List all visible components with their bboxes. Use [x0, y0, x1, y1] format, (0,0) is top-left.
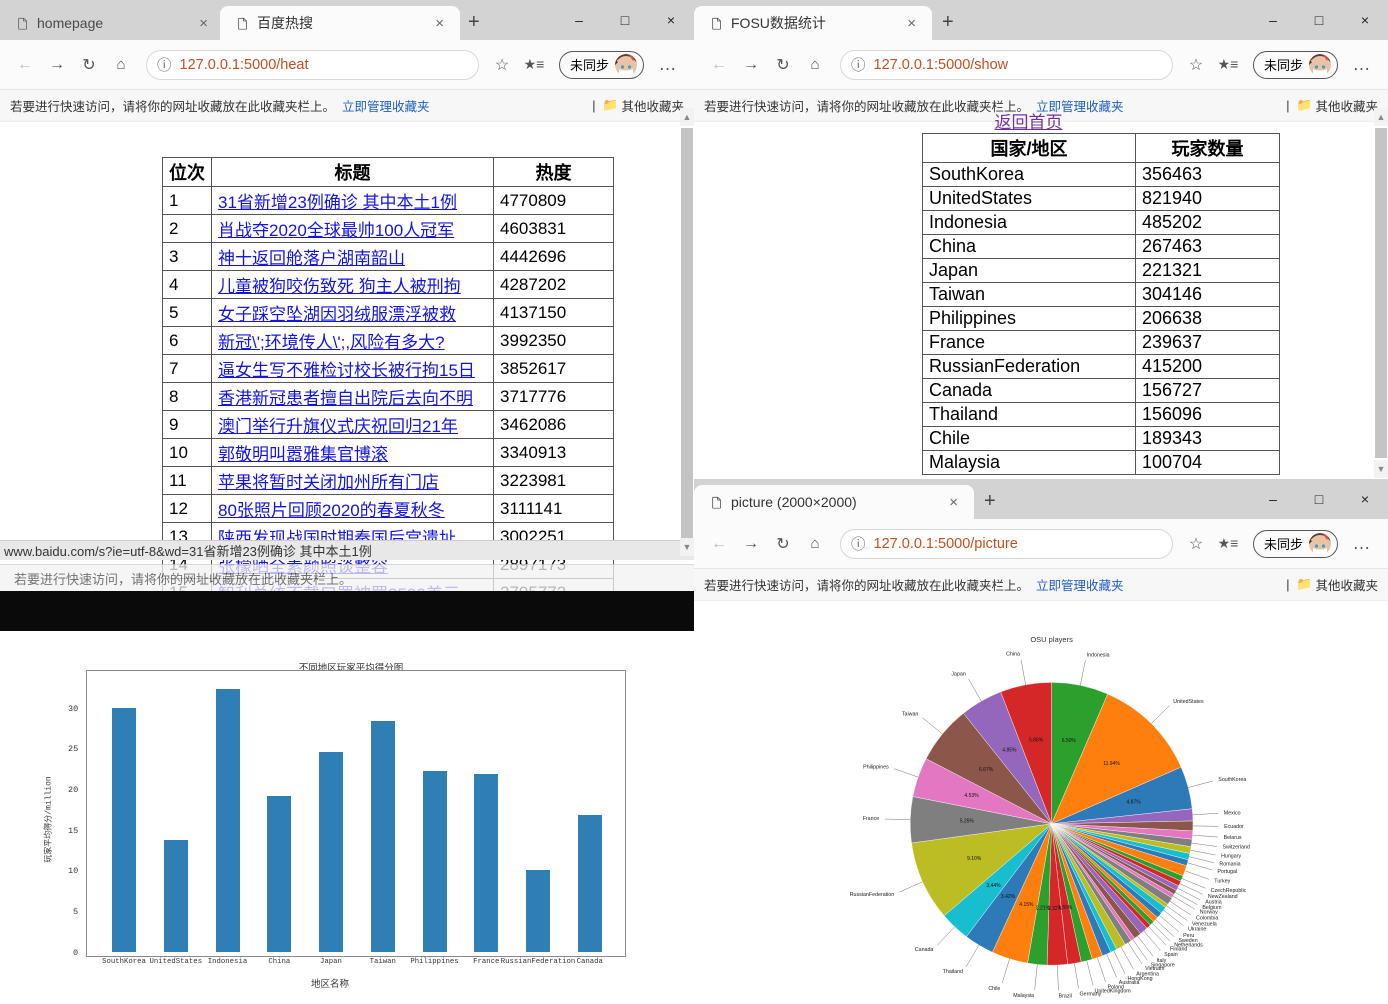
svg-text:Ecuador: Ecuador	[1224, 824, 1244, 830]
svg-text:Indonesia: Indonesia	[1087, 652, 1110, 658]
svg-text:11.94%: 11.94%	[1103, 761, 1120, 767]
svg-text:Belarus: Belarus	[1224, 835, 1242, 841]
svg-text:France: France	[863, 816, 880, 822]
svg-text:5.86%: 5.86%	[1029, 738, 1044, 744]
svg-text:6.50%: 6.50%	[1062, 738, 1077, 744]
svg-text:Mexico: Mexico	[1224, 810, 1241, 816]
svg-text:Spain: Spain	[1164, 952, 1178, 958]
svg-text:Brazil: Brazil	[1059, 994, 1072, 1000]
svg-text:Chile: Chile	[988, 986, 1000, 992]
svg-text:2.32%: 2.32%	[1048, 906, 1063, 912]
svg-text:3.42%: 3.42%	[1001, 894, 1016, 900]
svg-text:6.67%: 6.67%	[979, 767, 994, 773]
svg-text:Hungary: Hungary	[1221, 853, 1241, 859]
svg-text:OSU players: OSU players	[1030, 635, 1073, 644]
svg-text:9.10%: 9.10%	[967, 856, 982, 862]
svg-text:Japan: Japan	[951, 672, 965, 678]
svg-text:SouthKorea: SouthKorea	[1218, 777, 1246, 783]
svg-text:Canada: Canada	[915, 947, 934, 953]
svg-text:China: China	[1006, 652, 1020, 658]
svg-text:5.25%: 5.25%	[960, 819, 975, 825]
svg-text:2.21%: 2.21%	[1036, 906, 1051, 912]
svg-text:Ukraine: Ukraine	[1188, 927, 1206, 933]
svg-text:CzechRepublic: CzechRepublic	[1211, 888, 1247, 894]
svg-text:3.44%: 3.44%	[986, 883, 1001, 889]
svg-text:Turkey: Turkey	[1214, 879, 1230, 885]
svg-text:4.15%: 4.15%	[1019, 902, 1034, 908]
svg-text:4.87%: 4.87%	[1127, 799, 1142, 805]
svg-text:Romania: Romania	[1219, 861, 1240, 867]
svg-text:4.53%: 4.53%	[964, 793, 979, 799]
svg-text:RussianFederation: RussianFederation	[850, 892, 895, 898]
svg-text:Taiwan: Taiwan	[902, 712, 919, 718]
svg-text:Norway: Norway	[1200, 910, 1218, 916]
svg-text:4.85%: 4.85%	[1002, 748, 1017, 754]
svg-text:Malaysia: Malaysia	[1013, 993, 1034, 999]
svg-text:UnitedStates: UnitedStates	[1173, 699, 1204, 705]
svg-text:Portugal: Portugal	[1217, 869, 1237, 875]
svg-text:Thailand: Thailand	[943, 969, 963, 975]
svg-text:Germany: Germany	[1080, 991, 1102, 997]
svg-text:Switzerland: Switzerland	[1223, 845, 1250, 851]
svg-text:Philippines: Philippines	[863, 764, 889, 770]
